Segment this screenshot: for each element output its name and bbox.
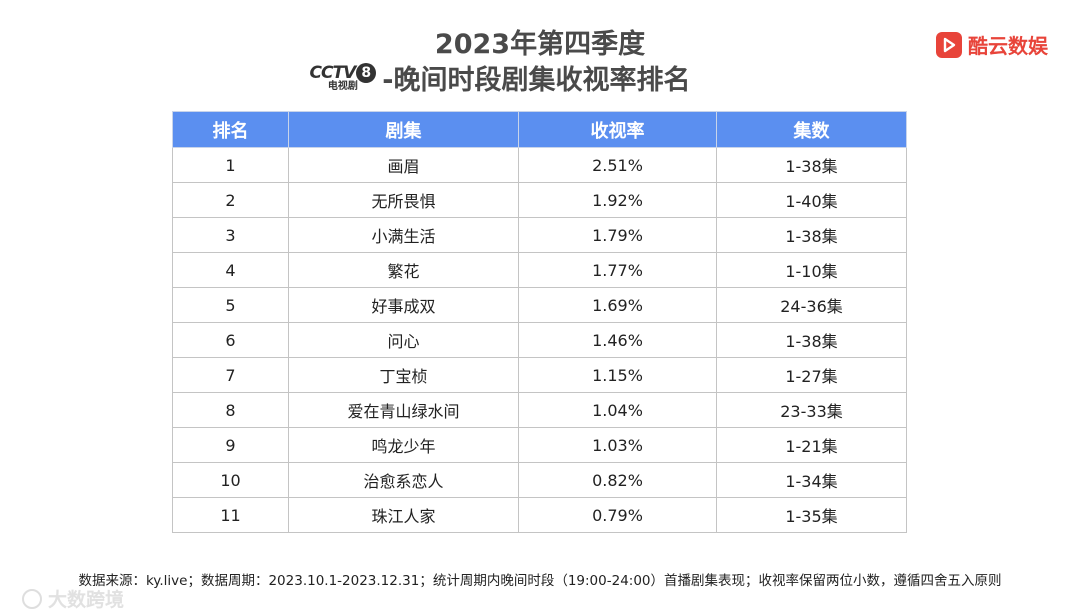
table-row: 9 鸣龙少年 1.03% 1-21集 xyxy=(172,427,907,463)
ranking-table: 排名 剧集 收视率 集数 1 画眉 2.51% 1-38集 2 无所畏惧 1.92% 1-40… xyxy=(172,111,907,533)
watermark-text: 大数跨境 xyxy=(48,589,125,611)
logo-subtext: 电视剧 xyxy=(327,81,358,92)
cell-rank: 7 xyxy=(172,357,289,393)
cell-rating: 2.51% xyxy=(518,147,717,183)
cell-drama: 画眉 xyxy=(288,147,519,183)
cell-rating: 1.15% xyxy=(518,357,717,393)
header-rank: 排名 xyxy=(172,111,289,148)
logo-word: CCTV xyxy=(309,63,357,83)
table-row: 5 好事成双 1.69% 24-36集 xyxy=(172,287,907,323)
cell-episodes: 1-10集 xyxy=(716,252,907,288)
header-episodes: 集数 xyxy=(716,111,907,148)
play-icon xyxy=(936,31,962,58)
table-row: 2 无所畏惧 1.92% 1-40集 xyxy=(172,182,907,218)
cell-episodes: 1-40集 xyxy=(716,182,907,218)
cell-episodes: 23-33集 xyxy=(716,392,907,428)
page-title: 2023年第四季度 xyxy=(434,29,646,60)
cell-drama: 治愈系恋人 xyxy=(288,462,519,498)
cell-rank: 6 xyxy=(172,322,289,358)
cell-episodes: 1-38集 xyxy=(716,147,907,183)
cell-episodes: 1-27集 xyxy=(716,357,907,393)
cell-rank: 1 xyxy=(172,147,289,183)
table-row: 1 画眉 2.51% 1-38集 xyxy=(172,147,907,183)
table-row: 3 小满生活 1.79% 1-38集 xyxy=(172,217,907,253)
cell-drama: 问心 xyxy=(288,322,519,358)
cell-rating: 0.79% xyxy=(518,497,717,533)
subtitle-text: -晚间时段剧集收视率排名 xyxy=(382,65,691,96)
cell-rating: 1.03% xyxy=(518,427,717,463)
data-source-footnote: 数据来源：ky.live；数据周期：2023.10.1-2023.12.31；统… xyxy=(78,573,1002,589)
cctv8-logo: CCTV 8 电视剧 xyxy=(310,63,377,92)
cell-drama: 繁花 xyxy=(288,252,519,288)
table-row: 6 问心 1.46% 1-38集 xyxy=(172,322,907,358)
cell-rank: 10 xyxy=(172,462,289,498)
cell-episodes: 1-38集 xyxy=(716,217,907,253)
cell-rank: 5 xyxy=(172,287,289,323)
cell-drama: 爱在青山绿水间 xyxy=(288,392,519,428)
logo-number: 8 xyxy=(356,63,377,83)
brand-name: 酷云数娱 xyxy=(968,34,1048,58)
cell-rank: 11 xyxy=(172,497,289,533)
table-header-row: 排名 剧集 收视率 集数 xyxy=(172,111,907,148)
cell-rating: 1.46% xyxy=(518,322,717,358)
cell-drama: 好事成双 xyxy=(288,287,519,323)
cell-rating: 1.77% xyxy=(518,252,717,288)
table-row: 11 珠江人家 0.79% 1-35集 xyxy=(172,497,907,533)
brand-logo: 酷云数娱 xyxy=(936,30,1048,59)
table-row: 10 治愈系恋人 0.82% 1-34集 xyxy=(172,462,907,498)
cell-episodes: 1-21集 xyxy=(716,427,907,463)
cell-rating: 1.04% xyxy=(518,392,717,428)
table-row: 4 繁花 1.77% 1-10集 xyxy=(172,252,907,288)
table-row: 7 丁宝桢 1.15% 1-27集 xyxy=(172,357,907,393)
cell-rank: 2 xyxy=(172,182,289,218)
watermark-icon xyxy=(22,588,42,609)
cell-rank: 8 xyxy=(172,392,289,428)
page-subtitle: CCTV 8 电视剧 -晚间时段剧集收视率排名 xyxy=(0,58,1080,97)
cell-rank: 9 xyxy=(172,427,289,463)
cell-rating: 1.79% xyxy=(518,217,717,253)
cell-rating: 1.69% xyxy=(518,287,717,323)
cell-episodes: 1-34集 xyxy=(716,462,907,498)
cell-rating: 1.92% xyxy=(518,182,717,218)
cell-drama: 无所畏惧 xyxy=(288,182,519,218)
cell-episodes: 24-36集 xyxy=(716,287,907,323)
cell-drama: 珠江人家 xyxy=(288,497,519,533)
cell-drama: 鸣龙少年 xyxy=(288,427,519,463)
cell-rank: 3 xyxy=(172,217,289,253)
header-rating: 收视率 xyxy=(518,111,717,148)
cell-rank: 4 xyxy=(172,252,289,288)
header-drama: 剧集 xyxy=(288,111,519,148)
table-row: 8 爱在青山绿水间 1.04% 23-33集 xyxy=(172,392,907,428)
cell-episodes: 1-38集 xyxy=(716,322,907,358)
cell-episodes: 1-35集 xyxy=(716,497,907,533)
cell-rating: 0.82% xyxy=(518,462,717,498)
cell-drama: 小满生活 xyxy=(288,217,519,253)
watermark: 大数跨境 xyxy=(22,585,124,612)
cell-drama: 丁宝桢 xyxy=(288,357,519,393)
